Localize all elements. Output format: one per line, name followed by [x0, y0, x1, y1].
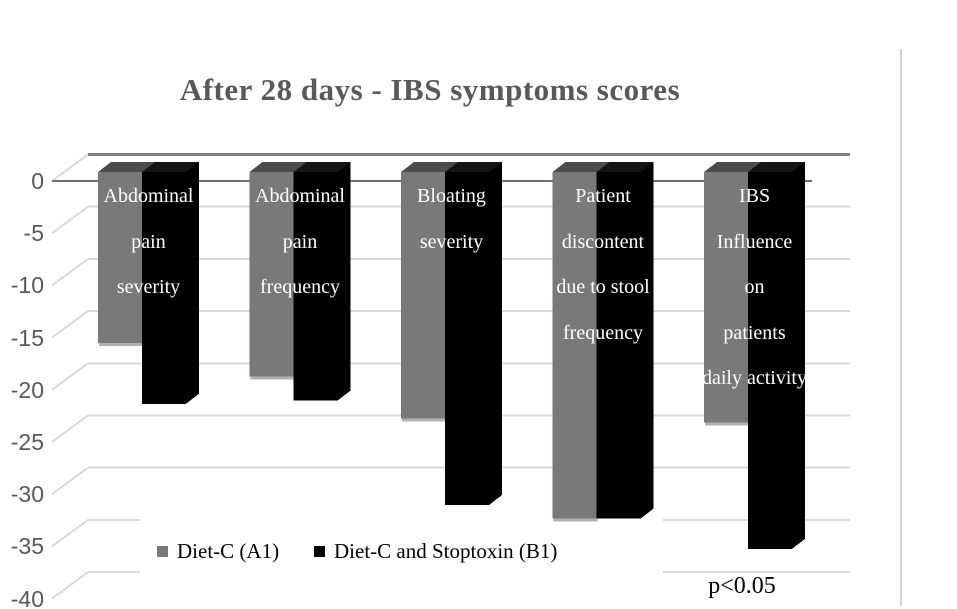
bar-bottom-edge-diet-c-0: [99, 343, 143, 347]
bar-top-diet-c-0: [98, 162, 155, 172]
category-label-4-line-3: patients: [723, 321, 786, 344]
tick-connector--30: [51, 466, 89, 496]
y-tick-label--35: -35: [10, 533, 44, 560]
legend-swatch-gray: [157, 546, 168, 557]
y-tick-label--15: -15: [10, 324, 44, 351]
chart-title: After 28 days - IBS symptoms scores: [179, 72, 681, 107]
bar-top-stoptoxin-1: [293, 162, 351, 172]
bar-bottom-edge-diet-c-2: [402, 418, 446, 422]
category-label-4-line-2: on: [744, 276, 765, 298]
category-label-1-line-0: Abdominal: [255, 185, 345, 207]
bar-diet-c-0: [98, 172, 142, 344]
bar-diet-c-3: [552, 172, 597, 519]
tick-connector--5: [51, 205, 89, 235]
category-label-2-line-0: Bloating: [417, 185, 486, 207]
tick-connector--15: [51, 310, 89, 339]
y-tick-label--30: -30: [10, 481, 44, 508]
y-tick-label--20: -20: [10, 376, 44, 403]
category-label-4-line-1: Influence: [716, 230, 793, 253]
legend-swatch-black: [314, 546, 325, 557]
bar-bottom-edge-diet-c-1: [250, 376, 295, 380]
tick-connector--35: [51, 519, 89, 548]
tick-connector--25: [51, 414, 89, 443]
bar-diet-c-1: [249, 172, 294, 377]
bar-top-diet-c-4: [704, 162, 761, 172]
category-label-1-line-2: frequency: [260, 276, 340, 298]
category-label-0-line-2: severity: [116, 276, 181, 298]
bar-top-diet-c-2: [401, 162, 458, 172]
bar-bottom-edge-diet-c-3: [553, 518, 598, 522]
category-label-3-line-1: discontent: [561, 230, 645, 253]
p-value-annotation: p<0.05: [708, 573, 776, 599]
y-tick-label--5: -5: [23, 220, 44, 247]
category-label-3-line-0: Patient: [575, 185, 631, 207]
category-label-3-line-3: frequency: [563, 321, 643, 344]
legend-item-diet-c-stoptoxin: Diet-C and Stoptoxin (B1): [314, 539, 557, 564]
y-tick-label--10: -10: [10, 272, 44, 299]
bar-top-stoptoxin-3: [596, 162, 654, 172]
legend-label-diet-c-stoptoxin: Diet-C and Stoptoxin (B1): [334, 539, 558, 563]
tick-connector-0: [51, 153, 89, 182]
bar-top-stoptoxin-0: [142, 162, 199, 172]
bar-top-stoptoxin-2: [445, 162, 502, 172]
bar-top-stoptoxin-4: [748, 162, 805, 172]
category-label-0-line-0: Abdominal: [103, 185, 194, 207]
bar-top-diet-c-1: [249, 162, 307, 172]
bar-bottom-edge-diet-c-4: [705, 422, 749, 426]
bar-stoptoxin-2: [445, 172, 489, 506]
tick-connector--20: [51, 362, 89, 391]
bar-diet-c-4: [704, 172, 748, 423]
bar-stoptoxin-4: [748, 172, 792, 549]
category-label-1-line-1: pain: [282, 230, 318, 253]
tick-connector--40: [51, 571, 89, 600]
bar-diet-c-2: [401, 172, 445, 419]
legend-label-diet-c: Diet-C (A1): [177, 539, 280, 563]
bar-stoptoxin-1: [293, 172, 338, 401]
bar-side-stoptoxin-2: [489, 162, 502, 506]
bar-stoptoxin-0: [142, 172, 186, 404]
bar-stoptoxin-3: [596, 172, 641, 519]
y-tick-label--25: -25: [10, 429, 44, 455]
category-label-0-line-1: pain: [131, 230, 166, 253]
category-label-2-line-1: severity: [419, 230, 484, 253]
legend-item-diet-c: Diet-C (A1): [157, 539, 279, 564]
bar-side-stoptoxin-4: [792, 162, 805, 549]
bar-side-stoptoxin-1: [337, 162, 351, 401]
category-label-4-line-4: daily activity: [702, 367, 807, 389]
category-label-3-line-2: due to stool: [556, 276, 650, 298]
tick-connector--10: [51, 258, 89, 287]
bar-top-diet-c-3: [552, 162, 610, 172]
bar-side-stoptoxin-3: [640, 162, 654, 519]
y-tick-label--40: -40: [10, 585, 44, 609]
bar-side-stoptoxin-0: [186, 162, 199, 404]
y-tick-label-0: 0: [31, 168, 44, 194]
category-label-4-line-0: IBS: [738, 185, 771, 207]
